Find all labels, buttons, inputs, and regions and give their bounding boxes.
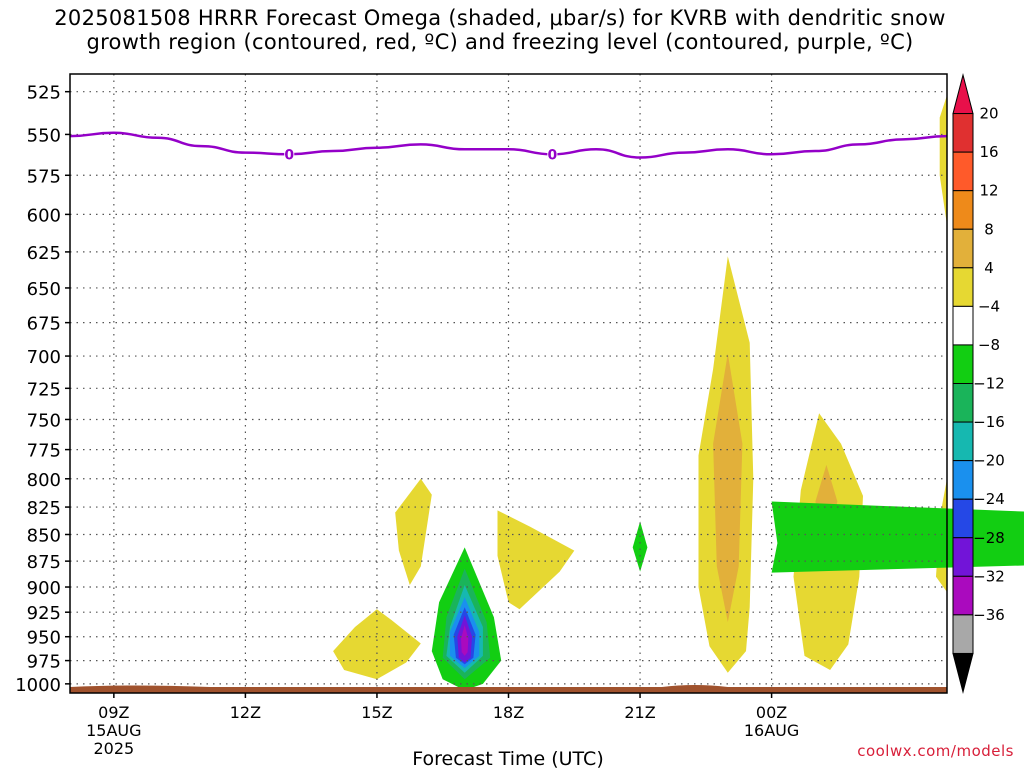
colorbar-bottom-arrow bbox=[952, 652, 974, 694]
omega-region-3 bbox=[497, 510, 575, 610]
x-axis-label: Forecast Time (UTC) bbox=[412, 748, 603, 768]
colorbar-label-12: −32 bbox=[973, 567, 1005, 585]
y-tick-label-775: 775 bbox=[27, 441, 61, 462]
colorbar-label-11: −28 bbox=[973, 529, 1005, 547]
freezing-level-label-2: 0 bbox=[547, 147, 557, 163]
y-tick-label-675: 675 bbox=[27, 314, 61, 335]
colorbar-swatch-5 bbox=[952, 267, 974, 307]
y-tick-label-950: 950 bbox=[27, 628, 61, 649]
colorbar-swatch-12 bbox=[952, 537, 974, 577]
colorbar-label-13: −36 bbox=[973, 606, 1005, 624]
colorbar-label-4: 4 bbox=[984, 259, 994, 277]
colorbar-swatch-1 bbox=[952, 113, 974, 153]
omega-shading-layer bbox=[333, 95, 1024, 691]
ground-strip bbox=[70, 687, 947, 693]
x-tick-label-00Z: 00Z bbox=[756, 703, 787, 722]
y-tick-label-525: 525 bbox=[27, 83, 61, 104]
chart-title: 2025081508 HRRR Forecast Omega (shaded, … bbox=[0, 6, 1000, 54]
axes: 525 550 575 600 625 650 675 700 725 750 775 800 825 8… bbox=[15, 73, 948, 758]
ground-bump-right bbox=[661, 685, 728, 687]
colorbar-swatch-9 bbox=[952, 421, 974, 462]
colorbar: 20 16 12 8 4 −4 −8 −12 −16 −20 −24 −28 −32 −36 bbox=[952, 73, 1005, 694]
colorbar-label-0: 20 bbox=[979, 105, 998, 123]
y-tick-label-700: 700 bbox=[27, 347, 61, 368]
y-tick-label-825: 825 bbox=[27, 498, 61, 519]
y-tick-label-875: 875 bbox=[27, 552, 61, 573]
x-tick-label-15Z: 15Z bbox=[361, 703, 392, 722]
y-tick-label-925: 925 bbox=[27, 603, 61, 624]
ground-layer bbox=[70, 685, 947, 693]
freezing-level-line bbox=[69, 131, 948, 159]
x-tick-label-09Z: 09Z bbox=[98, 703, 129, 722]
colorbar-label-6: −8 bbox=[978, 336, 1000, 354]
colorbar-swatch-4 bbox=[952, 228, 974, 269]
colorbar-label-9: −20 bbox=[973, 452, 1005, 470]
y-tick-label-650: 650 bbox=[27, 279, 61, 300]
y-tick-label-750: 750 bbox=[27, 410, 61, 431]
omega-region-10 bbox=[632, 521, 648, 572]
colorbar-swatch-3 bbox=[952, 190, 974, 230]
omega-region-18 bbox=[461, 625, 469, 656]
x-tick-label-18Z: 18Z bbox=[493, 703, 524, 722]
y-tick-label-800: 800 bbox=[27, 470, 61, 491]
freezing-label-bg-1 bbox=[284, 147, 295, 162]
omega-region-2 bbox=[333, 609, 421, 680]
colorbar-swatch-8 bbox=[952, 383, 974, 423]
colorbar-label-10: −24 bbox=[973, 490, 1005, 508]
colorbar-swatch-13 bbox=[952, 575, 974, 616]
site-credit: coolwx.com/models bbox=[857, 742, 1014, 760]
y-tick-label-600: 600 bbox=[27, 205, 61, 226]
freezing-label-bg-2 bbox=[547, 147, 558, 162]
y-tick-label-975: 975 bbox=[27, 652, 61, 673]
y-tick-label-550: 550 bbox=[27, 125, 61, 146]
y-tick-label-625: 625 bbox=[27, 243, 61, 264]
y-tick-label-850: 850 bbox=[27, 525, 61, 546]
y-tick-label-575: 575 bbox=[27, 166, 61, 187]
x-tick-date-09Z: 15AUG bbox=[86, 721, 141, 740]
colorbar-swatch-11 bbox=[952, 498, 974, 539]
chart-title-line-2: growth region (contoured, red, ºC) and f… bbox=[86, 30, 914, 54]
colorbar-label-1: 16 bbox=[979, 143, 998, 161]
chart-title-line-1: 2025081508 HRRR Forecast Omega (shaded, … bbox=[54, 6, 946, 30]
freezing-level-label-1: 0 bbox=[284, 147, 294, 163]
x-tick-label-12Z: 12Z bbox=[230, 703, 261, 722]
colorbar-top-arrow bbox=[952, 73, 974, 115]
colorbar-label-3: 8 bbox=[984, 220, 994, 238]
y-tick-label-1000: 1000 bbox=[15, 675, 61, 696]
colorbar-swatch-10 bbox=[952, 460, 974, 500]
omega-region-9 bbox=[939, 95, 947, 226]
colorbar-swatch-14 bbox=[952, 614, 974, 654]
x-tick-date-00Z: 16AUG bbox=[744, 721, 799, 740]
colorbar-swatch-6 bbox=[952, 305, 974, 346]
colorbar-label-5: −4 bbox=[978, 297, 1000, 315]
ground-bump-left bbox=[70, 685, 210, 687]
colorbar-label-8: −16 bbox=[973, 413, 1005, 431]
colorbar-swatch-2 bbox=[952, 151, 974, 192]
omega-region-1 bbox=[395, 478, 432, 585]
colorbar-label-7: −12 bbox=[973, 375, 1005, 393]
x-tick-label-21Z: 21Z bbox=[624, 703, 655, 722]
colorbar-label-2: 12 bbox=[979, 182, 998, 200]
omega-region-5 bbox=[713, 353, 743, 623]
y-tick-label-900: 900 bbox=[27, 578, 61, 599]
y-tick-label-725: 725 bbox=[27, 379, 61, 400]
colorbar-swatch-7 bbox=[952, 344, 974, 384]
x-tick-year-09Z: 2025 bbox=[93, 739, 134, 758]
